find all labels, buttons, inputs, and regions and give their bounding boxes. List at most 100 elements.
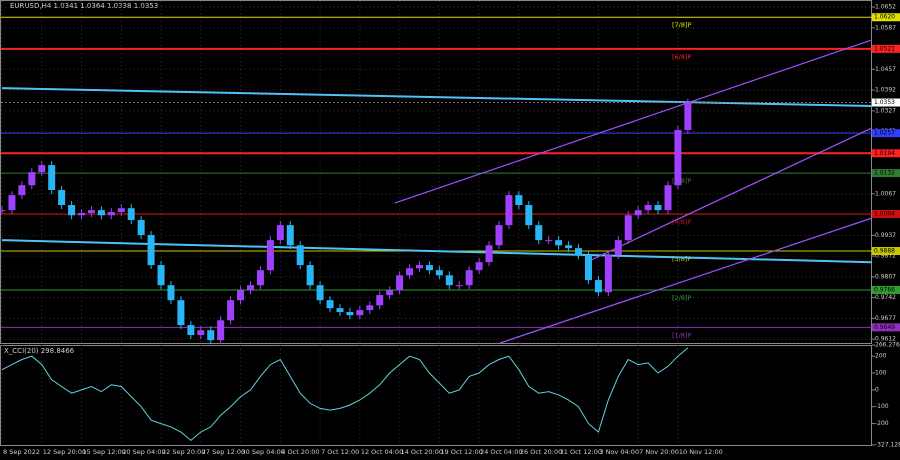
level-price-box [872,129,900,138]
level-price-box [872,13,900,22]
level-name: [3/8]P [672,255,692,263]
candle [445,275,453,286]
candle [555,240,563,246]
x-tick-label: 27 Sep 12:00 [202,448,245,456]
candle [465,270,473,286]
candle [157,265,165,286]
candle [346,312,354,316]
candle [664,185,672,211]
level-price-label: 1.0620 [874,14,895,21]
candle [8,195,16,211]
level-name: [5/8]P [672,177,692,185]
candle [286,225,294,246]
x-tick-label: 22 Sep 20:00 [162,448,205,456]
level-price-box [872,209,900,218]
candle [266,240,274,271]
candle [386,290,394,296]
candle [565,245,573,249]
candle [127,208,135,221]
level-price-box [872,44,900,53]
level-name: [6/8]P [672,53,692,61]
y-tick-label: 0.9612 [875,336,896,343]
x-tick-label: 12 Oct 04:00 [361,448,403,456]
y-tick-label: 0.9742 [875,294,896,301]
x-tick-label: 4 Oct 20:00 [281,448,319,456]
candle [147,235,155,266]
trendline [499,217,872,344]
level-price-box [872,247,900,256]
y-tick-label: 1.0652 [875,4,896,11]
candle [535,225,543,241]
candle [207,330,215,341]
y-tick-label: 1.0457 [875,66,896,73]
level-name: [2/8]P [672,294,692,302]
x-tick-label: 7 Nov 20:00 [639,448,679,456]
candle [68,205,76,216]
candle [177,300,185,326]
candle [545,240,553,242]
level-name: [4/8]P [672,218,692,226]
candle [634,210,642,216]
level-price-box [872,169,900,178]
x-tick-label: 26 Oct 20:00 [520,448,562,456]
level-price-box [872,149,900,158]
y-tick-label: 1.0392 [875,87,896,94]
y-tick-label: -100 [875,403,889,410]
candle [455,285,463,287]
trendline [590,127,873,261]
y-tick-label: 0.9677 [875,315,896,322]
candle [614,240,622,256]
candle [187,325,195,336]
candle [624,215,632,241]
y-tick-label: 1.0587 [875,24,896,31]
x-tick-label: 15 Sep 12:00 [83,448,126,456]
x-tick-label: 7 Oct 12:00 [321,448,359,456]
level-name: [7/8]P [672,21,692,29]
y-tick-label: 1.0067 [875,190,896,197]
level-price-label: 0.9649 [874,324,895,331]
x-tick-label: 30 Sep 04:00 [242,448,285,456]
level-price-label: 1.0194 [874,150,895,157]
x-tick-label: 12 Sep 20:00 [43,448,86,456]
candle [237,290,245,301]
level-price-label: 1.0521 [874,45,895,52]
x-tick-label: 20 Sep 04:00 [122,448,165,456]
candle [167,285,175,301]
candle [654,205,662,211]
y-tick-label: 0.9807 [875,273,896,280]
candle [276,225,284,241]
y-tick-label: -327.128 [875,442,900,449]
candle [366,305,374,311]
y-tick-label: 1.0327 [875,107,896,114]
candle [406,268,414,276]
last-price-box [872,98,900,107]
x-tick-label: 8 Sep 2022 [3,448,40,456]
candle [107,212,115,216]
candle [425,265,433,271]
x-tick-label: 14 Oct 20:00 [401,448,443,456]
candle [435,270,443,276]
candle [58,190,66,206]
level-price-label: 1.0132 [874,170,895,177]
y-tick-label: -200 [875,420,889,427]
candle [97,210,105,216]
candle [217,320,225,341]
candle [18,185,26,196]
y-tick-label: 0.9937 [875,232,896,239]
candle [197,330,205,336]
x-tick-label: 10 Nov 12:00 [679,448,723,456]
candle [87,210,95,214]
candle [396,275,404,291]
level-name: [1/8]P [672,331,692,339]
main-panel-frame [0,0,872,344]
candle [256,270,264,286]
x-tick-label: 31 Oct 12:00 [560,448,602,456]
candle [575,248,583,256]
cci-title: X_CCI(20) 298.8466 [4,347,75,355]
level-price-label: 1.0004 [874,210,895,217]
candle [505,195,513,226]
candle [485,245,493,263]
candle [296,245,304,266]
